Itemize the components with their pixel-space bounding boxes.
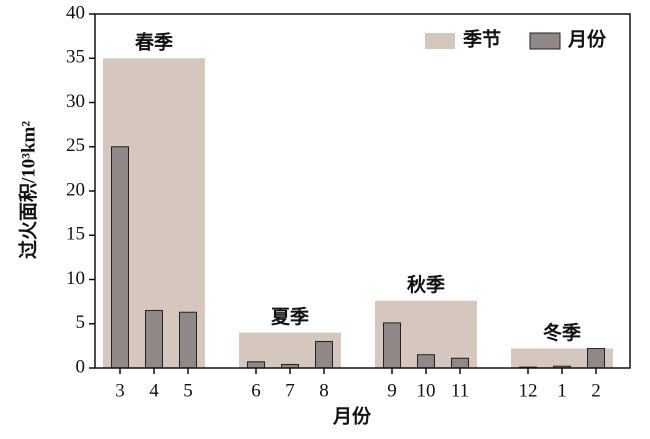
- x-tick-label: 1: [557, 380, 567, 401]
- x-tick-label: 9: [387, 380, 397, 401]
- season-label: 夏季: [271, 306, 309, 328]
- legend-label: 月份: [567, 27, 607, 50]
- y-tick-label: 30: [66, 91, 85, 112]
- season-label: 冬季: [543, 321, 581, 344]
- x-tick-label: 3: [115, 380, 125, 401]
- y-tick-label: 15: [66, 224, 85, 245]
- y-tick-label: 40: [66, 2, 85, 23]
- month-bar: [587, 348, 605, 369]
- x-tick-label: 12: [519, 380, 538, 401]
- season-label: 春季: [135, 31, 173, 54]
- month-bar: [417, 354, 435, 369]
- legend-swatch: [529, 32, 561, 50]
- month-bar: [383, 322, 401, 369]
- y-tick-label: 25: [66, 135, 85, 156]
- x-tick-label: 7: [285, 380, 295, 401]
- y-tick-label: 20: [66, 179, 85, 200]
- x-tick-label: 11: [451, 380, 469, 401]
- x-tick-label: 6: [251, 380, 261, 401]
- plot-frame: [94, 13, 631, 369]
- month-bar: [145, 309, 163, 369]
- x-tick-label: 5: [183, 380, 193, 401]
- x-tick-label: 2: [591, 380, 601, 401]
- legend-label: 季节: [463, 28, 501, 50]
- x-tick-label: 10: [417, 380, 436, 401]
- season-label: 秋季: [407, 273, 445, 296]
- month-bar: [247, 361, 265, 369]
- month-bar: [451, 357, 469, 369]
- month-bar: [111, 146, 129, 369]
- y-tick-label: 0: [76, 356, 86, 377]
- y-tick-label: 35: [66, 47, 85, 68]
- x-tick-label: 4: [149, 380, 159, 401]
- x-axis-label: 月份: [332, 404, 372, 427]
- x-tick-label: 8: [319, 380, 329, 401]
- y-axis-label: 过火面积/10³km²: [17, 121, 39, 259]
- month-bar: [315, 340, 333, 369]
- y-tick-label: 5: [76, 312, 86, 333]
- month-bar: [179, 311, 197, 369]
- legend-swatch: [425, 33, 455, 49]
- y-tick-label: 10: [66, 268, 85, 289]
